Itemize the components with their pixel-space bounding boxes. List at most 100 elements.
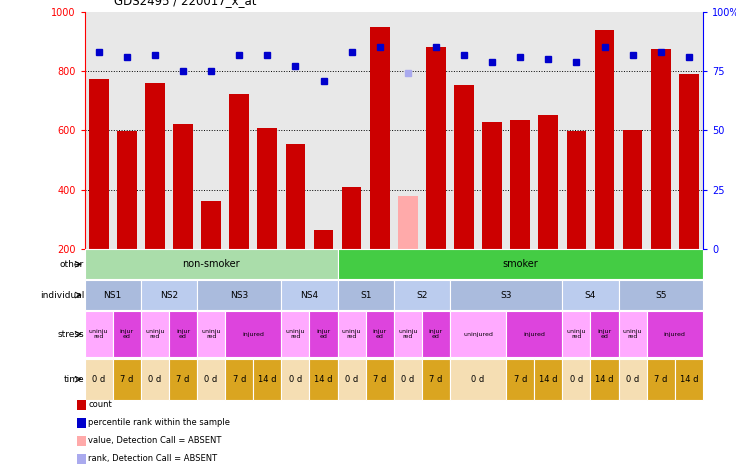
Text: uninju
red: uninju red <box>567 329 586 339</box>
Bar <box>394 359 422 400</box>
Text: S4: S4 <box>585 291 596 300</box>
Bar <box>309 359 338 400</box>
Text: uninjured: uninjured <box>463 332 493 337</box>
Bar <box>338 359 366 400</box>
Bar <box>647 311 703 357</box>
Bar <box>454 85 474 249</box>
Bar <box>370 27 389 249</box>
Bar <box>679 74 698 249</box>
Text: 0 d: 0 d <box>289 375 302 383</box>
Text: uninju
red: uninju red <box>202 329 221 339</box>
Bar <box>450 311 506 357</box>
Bar <box>314 229 333 249</box>
Bar <box>647 359 675 400</box>
Bar <box>394 280 450 310</box>
Text: injur
ed: injur ed <box>429 329 443 339</box>
Text: 7 d: 7 d <box>429 375 442 383</box>
Bar <box>562 311 590 357</box>
Text: NS3: NS3 <box>230 291 248 300</box>
Text: uninju
red: uninju red <box>89 329 108 339</box>
Bar <box>225 359 253 400</box>
Bar <box>338 311 366 357</box>
Text: 14 d: 14 d <box>595 375 614 383</box>
Text: 0 d: 0 d <box>626 375 640 383</box>
Bar <box>567 131 587 249</box>
Text: stress: stress <box>57 330 84 338</box>
Bar <box>590 359 618 400</box>
Bar <box>281 359 309 400</box>
Bar <box>422 359 450 400</box>
Bar <box>506 359 534 400</box>
Text: injur
ed: injur ed <box>316 329 330 339</box>
Bar <box>618 311 647 357</box>
Text: other: other <box>60 260 84 269</box>
Bar <box>141 280 197 310</box>
Text: 14 d: 14 d <box>314 375 333 383</box>
Bar <box>338 249 703 279</box>
Bar <box>253 359 281 400</box>
Bar <box>85 311 113 357</box>
Bar <box>366 359 394 400</box>
Bar <box>230 94 249 249</box>
Bar <box>197 359 225 400</box>
Text: S3: S3 <box>500 291 512 300</box>
Bar <box>590 311 618 357</box>
Bar <box>426 47 446 249</box>
Text: injur
ed: injur ed <box>372 329 387 339</box>
Bar <box>169 311 197 357</box>
Text: injured: injured <box>664 332 686 337</box>
Bar <box>342 187 361 249</box>
Bar <box>623 130 643 249</box>
Text: 14 d: 14 d <box>679 375 698 383</box>
Text: S2: S2 <box>416 291 428 300</box>
Bar <box>506 311 562 357</box>
Text: 0 d: 0 d <box>472 375 485 383</box>
Bar <box>510 120 530 249</box>
Bar <box>201 201 221 249</box>
Bar <box>534 359 562 400</box>
Text: NS2: NS2 <box>160 291 178 300</box>
Bar <box>539 115 558 249</box>
Text: smoker: smoker <box>503 259 538 269</box>
Bar <box>141 359 169 400</box>
Bar <box>482 122 502 249</box>
Text: NS1: NS1 <box>104 291 122 300</box>
Text: 0 d: 0 d <box>401 375 414 383</box>
Text: 7 d: 7 d <box>514 375 527 383</box>
Text: 0 d: 0 d <box>148 375 161 383</box>
Text: injur
ed: injur ed <box>598 329 612 339</box>
Text: uninju
red: uninju red <box>145 329 165 339</box>
Text: count: count <box>88 401 112 409</box>
Bar <box>89 79 108 249</box>
Text: value, Detection Call = ABSENT: value, Detection Call = ABSENT <box>88 437 222 445</box>
Text: S5: S5 <box>655 291 667 300</box>
Bar <box>618 359 647 400</box>
Bar <box>366 311 394 357</box>
Bar <box>338 280 394 310</box>
Text: 7 d: 7 d <box>373 375 386 383</box>
Text: uninju
red: uninju red <box>286 329 305 339</box>
Bar <box>145 83 165 249</box>
Text: time: time <box>63 375 84 383</box>
Bar <box>595 30 615 249</box>
Bar <box>398 196 417 249</box>
Bar <box>258 128 277 249</box>
Bar <box>394 311 422 357</box>
Text: rank, Detection Call = ABSENT: rank, Detection Call = ABSENT <box>88 455 217 463</box>
Text: non-smoker: non-smoker <box>183 259 240 269</box>
Bar <box>281 311 309 357</box>
Bar <box>173 124 193 249</box>
Bar <box>286 144 305 249</box>
Bar <box>85 280 141 310</box>
Text: 7 d: 7 d <box>654 375 668 383</box>
Text: injured: injured <box>523 332 545 337</box>
Bar <box>618 280 703 310</box>
Bar <box>141 311 169 357</box>
Text: 14 d: 14 d <box>539 375 558 383</box>
Text: individual: individual <box>40 291 84 300</box>
Text: 0 d: 0 d <box>345 375 358 383</box>
Bar <box>651 49 670 249</box>
Bar <box>309 311 338 357</box>
Text: uninju
red: uninju red <box>342 329 361 339</box>
Text: injur
ed: injur ed <box>176 329 190 339</box>
